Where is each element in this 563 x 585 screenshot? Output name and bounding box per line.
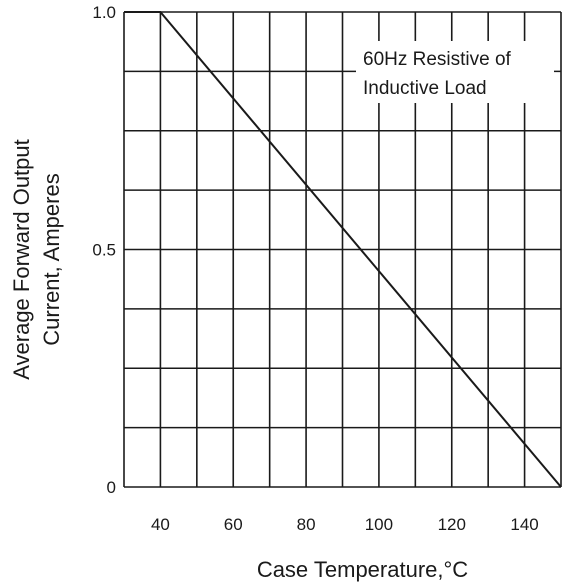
y-tick-label: 1.0 (92, 3, 116, 22)
y-tick-label: 0 (107, 478, 116, 497)
x-tick-label: 60 (224, 515, 243, 534)
y-tick-labels: 0 0.5 1.0 (92, 3, 116, 497)
series (124, 11, 562, 488)
x-tick-label: 80 (297, 515, 316, 534)
y-axis-title-line-1: Average Forward Output (9, 139, 34, 380)
x-axis-title: Case Temperature,°C (257, 557, 468, 582)
x-tick-labels: 40 60 80 100 120 140 (151, 515, 539, 534)
annotation-line-1: 60Hz Resistive of (363, 49, 512, 70)
x-tick-label: 100 (365, 515, 393, 534)
annotation-background (356, 41, 554, 103)
annotation-line-2: Inductive Load (363, 78, 487, 99)
x-tick-label: 40 (151, 515, 170, 534)
annotation-box: 60Hz Resistive of Inductive Load (356, 41, 554, 103)
x-tick-label: 120 (438, 515, 466, 534)
x-tick-label: 140 (510, 515, 538, 534)
y-tick-label: 0.5 (92, 241, 116, 260)
y-axis-title-line-2: Current, Amperes (39, 173, 64, 345)
derating-curve (124, 11, 562, 488)
